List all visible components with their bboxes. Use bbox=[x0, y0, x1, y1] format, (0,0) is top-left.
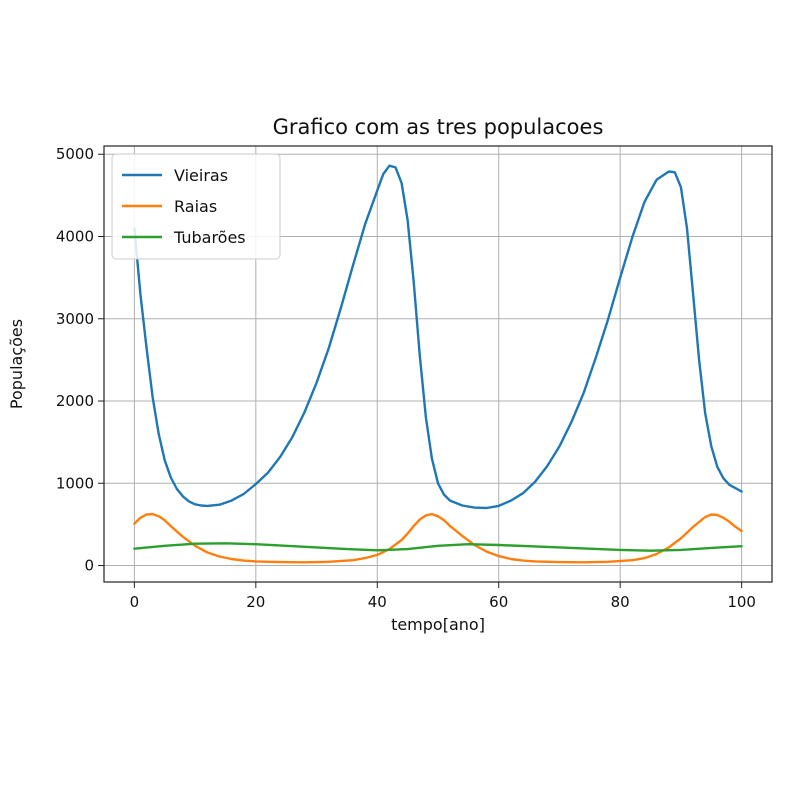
y-tick-label: 5000 bbox=[56, 145, 94, 163]
y-tick-label: 2000 bbox=[56, 392, 94, 410]
y-tick-label: 0 bbox=[84, 557, 94, 575]
legend-label: Vieiras bbox=[174, 166, 228, 185]
plot-frame bbox=[103, 145, 773, 583]
series-line-raias bbox=[133, 512, 743, 564]
x-tick-label: 60 bbox=[489, 593, 508, 611]
x-axis-label: tempo[ano] bbox=[391, 615, 485, 634]
y-tick-label: 4000 bbox=[56, 227, 94, 245]
legend-box bbox=[111, 153, 281, 260]
y-tick-label: 1000 bbox=[56, 474, 94, 492]
legend: Vieiras Raias Tubarões bbox=[111, 153, 281, 260]
series-line-vieiras bbox=[133, 164, 743, 510]
legend-label: Tubarões bbox=[173, 228, 246, 247]
x-tick-label: 100 bbox=[727, 593, 756, 611]
y-axis-label: Populações bbox=[7, 319, 26, 409]
x-tick-label: 0 bbox=[130, 593, 140, 611]
x-tick-label: 20 bbox=[246, 593, 265, 611]
legend-label: Raias bbox=[174, 197, 217, 216]
series-line-tubaroes bbox=[133, 542, 743, 552]
y-tick-label: 3000 bbox=[56, 310, 94, 328]
series-lines bbox=[133, 164, 743, 564]
chart-title: Grafico com as tres populacoes bbox=[273, 115, 604, 139]
x-tick-label: 80 bbox=[611, 593, 630, 611]
x-tick-label: 40 bbox=[368, 593, 387, 611]
